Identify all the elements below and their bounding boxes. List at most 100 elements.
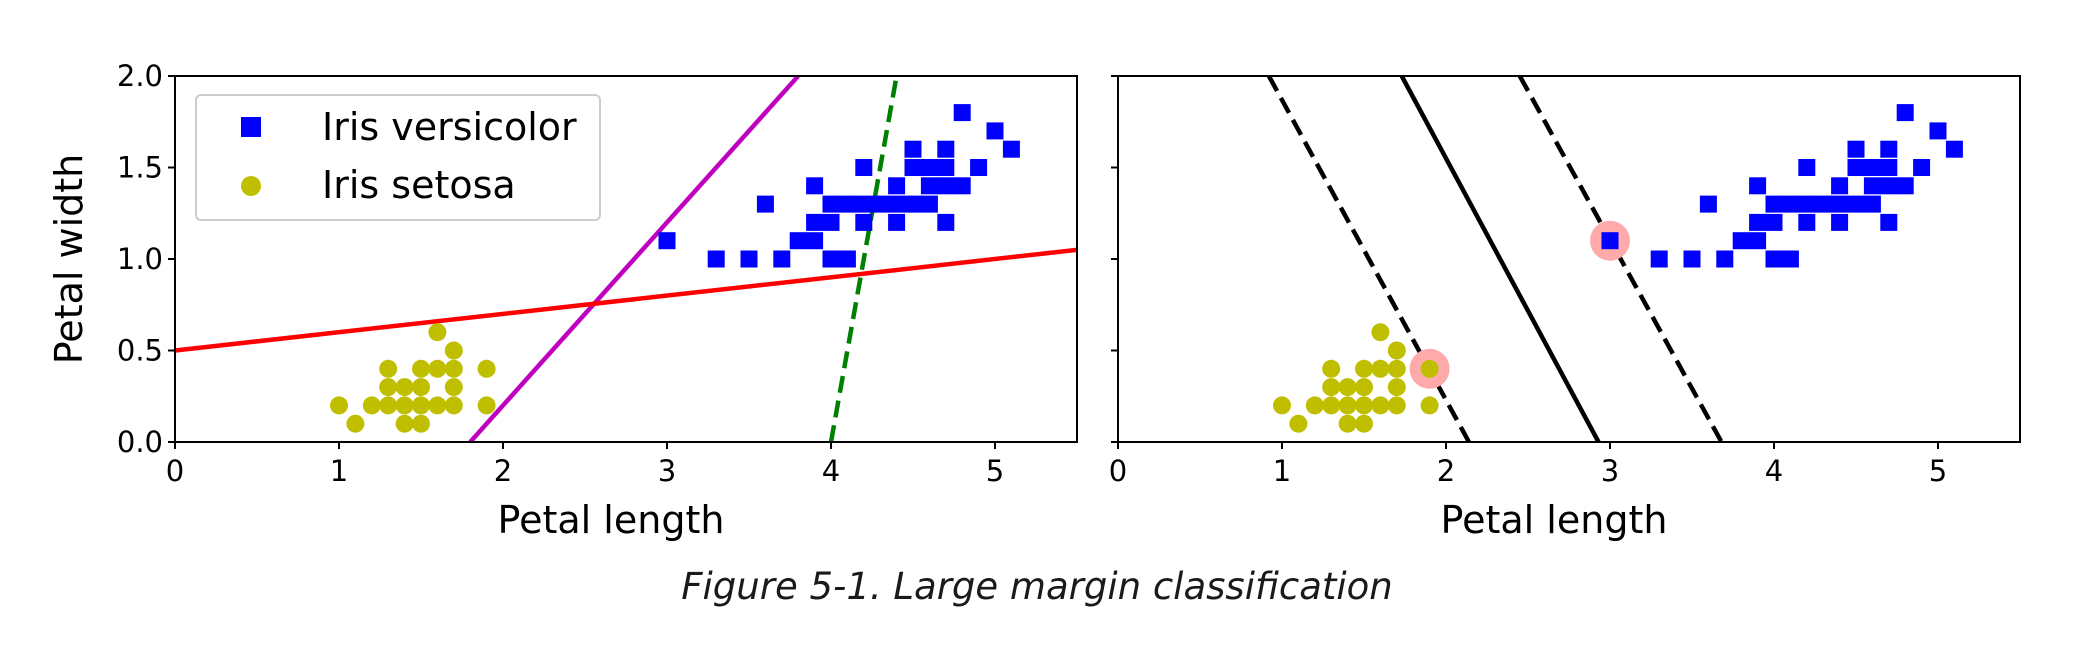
setosa-point bbox=[1371, 323, 1390, 342]
versicolor-point bbox=[658, 232, 676, 250]
setosa-point bbox=[379, 396, 398, 415]
versicolor-point bbox=[1929, 122, 1947, 140]
setosa-point bbox=[1289, 414, 1308, 433]
versicolor-point bbox=[756, 195, 774, 213]
versicolor-point bbox=[888, 177, 906, 195]
versicolor-point bbox=[1781, 250, 1799, 268]
versicolor-point bbox=[855, 195, 873, 213]
y-tick-label: 0.0 bbox=[117, 425, 163, 459]
decision-line bbox=[468, 76, 800, 442]
dashed-decision-line bbox=[828, 76, 899, 442]
versicolor-point bbox=[970, 159, 988, 176]
setosa-point bbox=[1338, 414, 1357, 433]
versicolor-point bbox=[920, 195, 938, 213]
versicolor-point bbox=[937, 159, 955, 176]
versicolor-point bbox=[822, 195, 840, 213]
setosa-point bbox=[1322, 359, 1341, 378]
versicolor-point bbox=[986, 122, 1004, 140]
x-tick-label: 4 bbox=[1765, 454, 1783, 488]
setosa-point bbox=[444, 341, 463, 360]
versicolor-point bbox=[789, 232, 807, 250]
x-tick-label: 3 bbox=[1601, 454, 1619, 488]
versicolor-point bbox=[1847, 140, 1865, 158]
setosa-point bbox=[330, 396, 348, 415]
versicolor-point bbox=[904, 195, 922, 213]
versicolor-point bbox=[1913, 159, 1931, 176]
decision-line bbox=[1399, 76, 1601, 442]
versicolor-point bbox=[1831, 195, 1849, 213]
setosa-point bbox=[412, 378, 430, 397]
versicolor-point bbox=[1749, 213, 1767, 231]
versicolor-point bbox=[871, 195, 889, 213]
setosa-point bbox=[362, 396, 381, 415]
decision-line bbox=[175, 247, 1077, 353]
versicolor-point bbox=[740, 250, 758, 268]
versicolor-point bbox=[937, 177, 955, 195]
versicolor-point bbox=[1814, 195, 1832, 213]
versicolor-point bbox=[1798, 159, 1816, 176]
setosa-point bbox=[444, 396, 463, 415]
setosa-point bbox=[1305, 396, 1324, 415]
setosa-point bbox=[428, 396, 447, 415]
versicolor-point bbox=[1601, 232, 1619, 250]
versicolor-point bbox=[838, 195, 856, 213]
versicolor-point bbox=[1863, 177, 1881, 195]
versicolor-point bbox=[822, 213, 840, 231]
versicolor-point bbox=[822, 250, 840, 268]
x-tick-label: 1 bbox=[1273, 454, 1291, 488]
legend-box bbox=[195, 94, 601, 221]
setosa-point bbox=[1355, 359, 1373, 378]
setosa-point bbox=[1387, 396, 1406, 415]
versicolor-point bbox=[904, 140, 922, 158]
versicolor-point bbox=[1765, 250, 1783, 268]
x-tick-label: 5 bbox=[1929, 454, 1947, 488]
versicolor-point bbox=[1749, 177, 1767, 195]
x-tick-label: 5 bbox=[986, 454, 1004, 488]
versicolor-point bbox=[1732, 232, 1750, 250]
chart-panel-1: 0 1 2 3 4 5 0.0 0.5 1.0 1.5 2.0 Petal length Petal w… bbox=[47, 59, 1078, 542]
setosa-point bbox=[1322, 378, 1341, 397]
versicolor-point bbox=[855, 159, 873, 176]
versicolor-point bbox=[1699, 195, 1717, 213]
versicolor-point bbox=[1896, 177, 1914, 195]
plot-area bbox=[175, 76, 1077, 442]
setosa-point bbox=[1338, 378, 1357, 397]
setosa-point bbox=[1322, 396, 1341, 415]
setosa-point bbox=[477, 359, 496, 378]
versicolor-point bbox=[1798, 195, 1816, 213]
versicolor-point bbox=[1650, 250, 1668, 268]
versicolor-point bbox=[937, 213, 955, 231]
versicolor-point bbox=[1781, 195, 1799, 213]
legend-label-setosa: Iris setosa bbox=[322, 163, 516, 207]
setosa-point bbox=[379, 378, 398, 397]
x-tick-label: 3 bbox=[658, 454, 676, 488]
setosa-point bbox=[477, 396, 496, 415]
setosa-point bbox=[1338, 396, 1357, 415]
legend: Iris versicolor Iris setosa bbox=[195, 94, 601, 221]
dashed-decision-line bbox=[1266, 76, 1471, 442]
setosa-point bbox=[412, 396, 430, 415]
versicolor-point bbox=[1945, 140, 1963, 158]
figure-charts: 0 1 2 3 4 5 0.0 0.5 1.0 1.5 2.0 Petal length Petal w… bbox=[47, 59, 2021, 542]
versicolor-point bbox=[1831, 177, 1849, 195]
x-tick-label: 2 bbox=[1437, 454, 1455, 488]
versicolor-point bbox=[1831, 213, 1849, 231]
setosa-point bbox=[428, 323, 447, 342]
y-tick-label: 0.5 bbox=[117, 334, 163, 368]
y-tick-label: 1.0 bbox=[117, 242, 163, 276]
setosa-point bbox=[395, 396, 414, 415]
versicolor-point bbox=[707, 250, 725, 268]
chart-panel-2: 0 1 2 3 4 5 Petal length bbox=[1109, 75, 2021, 542]
versicolor-point bbox=[1683, 250, 1701, 268]
versicolor-point bbox=[1880, 140, 1898, 158]
versicolor-point bbox=[888, 213, 906, 231]
setosa-point bbox=[379, 359, 398, 378]
versicolor-point bbox=[1847, 195, 1865, 213]
x-axis-label: Petal length bbox=[498, 498, 725, 542]
setosa-point bbox=[1387, 341, 1406, 360]
plot-area bbox=[1266, 76, 1963, 442]
setosa-point bbox=[1355, 378, 1373, 397]
setosa-point bbox=[1371, 396, 1390, 415]
setosa-point bbox=[428, 359, 447, 378]
setosa-point bbox=[1273, 396, 1291, 415]
